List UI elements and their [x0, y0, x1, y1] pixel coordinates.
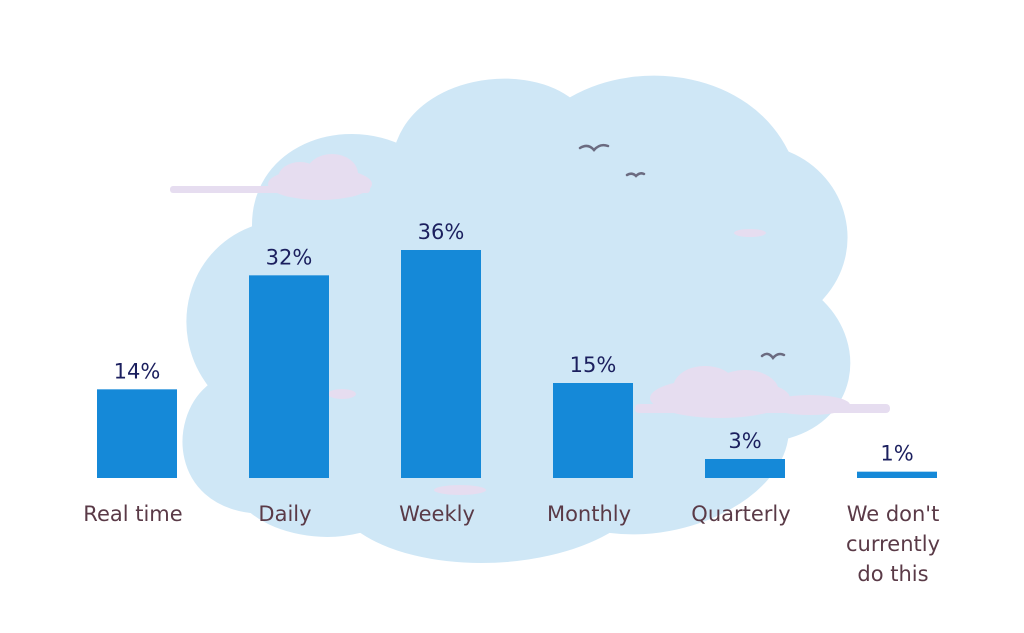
- category-label: Daily: [258, 502, 311, 526]
- category-label: We don't: [847, 502, 940, 526]
- bar-quarterly: [705, 459, 785, 478]
- small-cloud-right: [635, 366, 890, 418]
- bar-daily: [249, 275, 329, 478]
- bar-monthly: [553, 383, 633, 478]
- category-label: Monthly: [547, 502, 631, 526]
- bar-real-time: [97, 389, 177, 478]
- small-cloud-left: [170, 154, 372, 200]
- value-label: 3%: [728, 429, 761, 453]
- bars-group: [97, 250, 937, 478]
- birds: [578, 143, 786, 361]
- cloud-background: [170, 71, 890, 567]
- value-label: 14%: [114, 359, 161, 383]
- category-labels-group: Real time Daily Weekly Monthly Quarterly We d…: [83, 502, 940, 586]
- category-label: Real time: [83, 502, 182, 526]
- value-labels-group: 14% 32% 36% 15% 3% 1%: [114, 220, 914, 466]
- category-label: do this: [857, 562, 928, 586]
- bird-icon: [760, 352, 786, 361]
- value-label: 32%: [266, 245, 313, 269]
- value-label: 1%: [880, 442, 913, 466]
- value-label: 36%: [418, 220, 465, 244]
- category-label: Weekly: [399, 502, 475, 526]
- bar-weekly: [401, 250, 481, 478]
- value-label: 15%: [570, 353, 617, 377]
- small-cloud-mid: [328, 229, 766, 495]
- bird-icon: [578, 143, 610, 152]
- category-label: Quarterly: [691, 502, 790, 526]
- category-label: currently: [846, 532, 940, 556]
- bar-we-don-t-currently-do-this: [857, 471, 937, 478]
- bird-icon: [625, 172, 646, 178]
